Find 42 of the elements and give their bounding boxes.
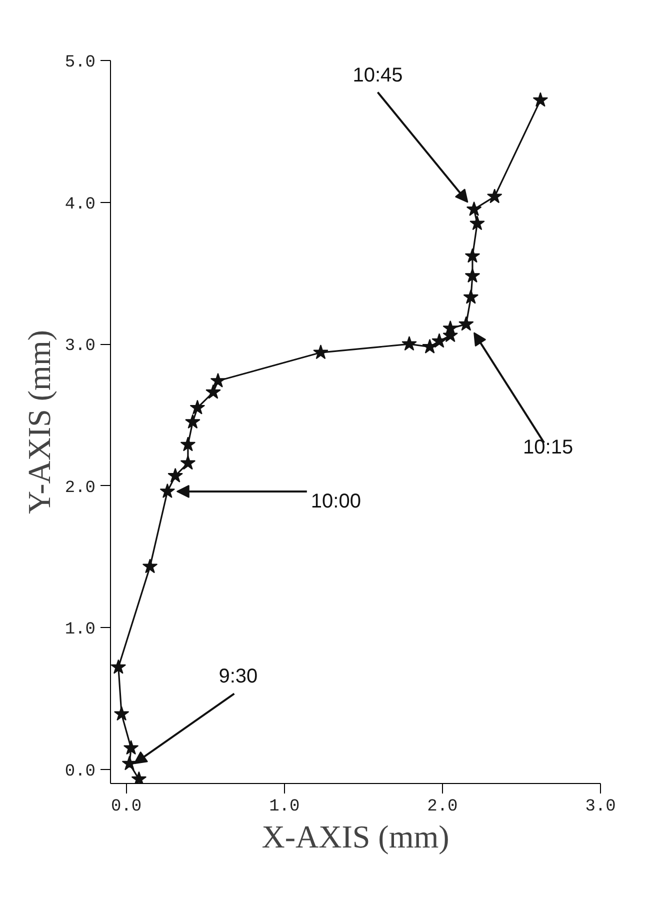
x-tick-label: 2.0 bbox=[427, 798, 458, 816]
x-axis-title: X-AXIS (mm) bbox=[262, 818, 450, 854]
y-tick-label: 2.0 bbox=[64, 478, 96, 498]
x-tick-label: 0.0 bbox=[111, 798, 142, 816]
point bbox=[142, 558, 158, 574]
x-tick-label: 3.0 bbox=[585, 798, 616, 816]
y-tick-label: 4.0 bbox=[64, 195, 96, 214]
point bbox=[185, 414, 200, 429]
point bbox=[110, 659, 126, 674]
point bbox=[463, 289, 479, 304]
point bbox=[486, 188, 502, 204]
x-tick-label: 1.0 bbox=[269, 798, 300, 816]
point bbox=[532, 92, 548, 107]
point bbox=[458, 316, 474, 331]
point bbox=[402, 336, 417, 351]
point bbox=[206, 384, 221, 399]
point bbox=[464, 268, 480, 283]
point bbox=[210, 372, 226, 388]
point bbox=[123, 740, 139, 755]
annotation: 9:30 bbox=[218, 666, 258, 688]
point bbox=[464, 248, 480, 263]
y-tick-label: 1.0 bbox=[64, 620, 96, 640]
point bbox=[180, 436, 196, 452]
point bbox=[160, 483, 176, 498]
point bbox=[190, 400, 206, 414]
point bbox=[131, 771, 147, 784]
point bbox=[432, 333, 447, 348]
y-tick-label: 5.0 bbox=[64, 54, 96, 72]
point bbox=[122, 756, 138, 770]
y-tick-label: 3.0 bbox=[64, 337, 96, 356]
annotation: 10:45 bbox=[352, 64, 403, 86]
point bbox=[422, 338, 438, 354]
y-axis-title: Y-AXIS (mm) bbox=[20, 330, 57, 514]
point bbox=[466, 201, 482, 216]
point bbox=[313, 344, 328, 360]
point bbox=[168, 468, 183, 482]
y-tick-label: 0.0 bbox=[64, 762, 96, 782]
point bbox=[114, 706, 130, 721]
annotation: 10:15 bbox=[523, 436, 574, 459]
point bbox=[180, 455, 196, 470]
point bbox=[470, 216, 485, 230]
annotation: 10:00 bbox=[310, 490, 361, 512]
